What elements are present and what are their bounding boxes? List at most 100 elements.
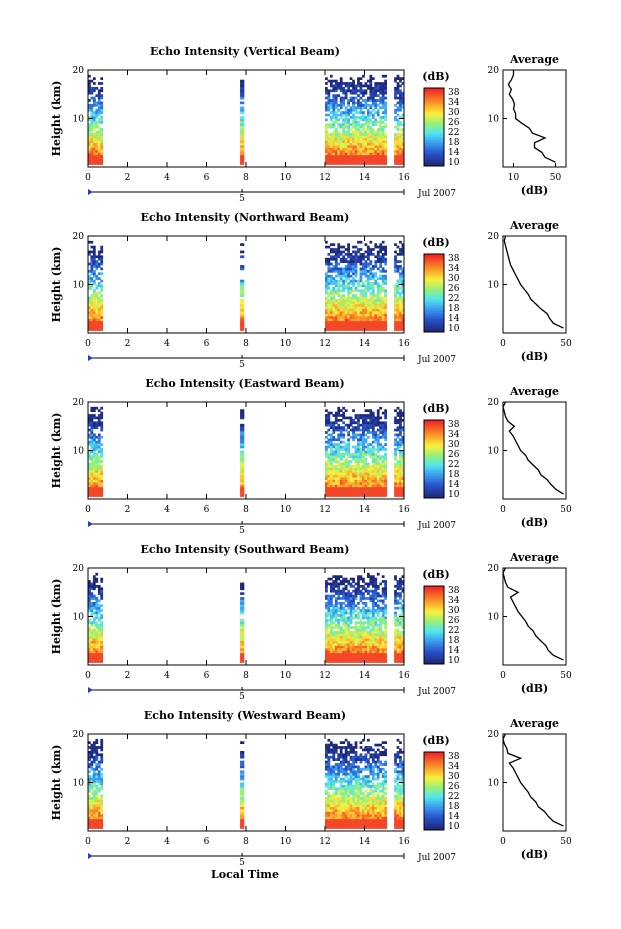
heatmap-cell bbox=[342, 140, 346, 144]
heatmap-cell bbox=[334, 328, 338, 331]
heatmap-cell bbox=[354, 414, 358, 417]
heatmap-cell bbox=[332, 147, 336, 151]
heatmap-cell bbox=[374, 89, 378, 93]
heatmap-cell bbox=[374, 118, 378, 122]
heatmap-cell bbox=[344, 409, 348, 412]
colorbar-step bbox=[424, 91, 444, 95]
heatmap-cell bbox=[332, 113, 336, 117]
heatmap-cell bbox=[349, 479, 353, 483]
heatmap-cell bbox=[399, 162, 402, 165]
heatmap-cell bbox=[88, 816, 91, 820]
heatmap-cell bbox=[344, 296, 348, 300]
heatmap-cell bbox=[401, 113, 405, 117]
heatmap-cell bbox=[88, 638, 91, 642]
heatmap-cell bbox=[384, 587, 388, 591]
heatmap-cell bbox=[381, 152, 385, 156]
heatmap-cell bbox=[357, 282, 360, 285]
heatmap-cell bbox=[90, 801, 94, 805]
heatmap-cell bbox=[359, 103, 363, 107]
heatmap-cell bbox=[92, 486, 96, 490]
heatmap-cell bbox=[327, 772, 331, 776]
heatmap-cell bbox=[352, 250, 355, 254]
heatmap-cell bbox=[240, 142, 245, 146]
heatmap-cell bbox=[88, 86, 91, 90]
heatmap-cell bbox=[384, 154, 388, 158]
heatmap-cell bbox=[329, 621, 333, 625]
heatmap-cell bbox=[374, 130, 378, 134]
colorbar-tick-label: 38 bbox=[448, 88, 460, 98]
heatmap-cell bbox=[90, 816, 94, 820]
heatmap-cell bbox=[327, 108, 331, 112]
heatmap-cell bbox=[334, 614, 338, 617]
heatmap-cell bbox=[327, 460, 331, 463]
heatmap-cell bbox=[334, 274, 338, 278]
heatmap-cell bbox=[327, 99, 331, 102]
heatmap-cell bbox=[364, 325, 368, 329]
heatmap-cell bbox=[95, 792, 99, 795]
heatmap-cell bbox=[97, 811, 101, 815]
heatmap-cell bbox=[359, 575, 363, 578]
heatmap-cell bbox=[90, 650, 94, 654]
heatmap-cell bbox=[366, 631, 370, 634]
heatmap-cell bbox=[332, 755, 336, 759]
heatmap-cell bbox=[95, 804, 99, 808]
heatmap-cell bbox=[92, 325, 96, 329]
heatmap-cell bbox=[95, 467, 99, 471]
heatmap-cell bbox=[352, 452, 355, 456]
heatmap-cell bbox=[369, 301, 373, 305]
heatmap-cell bbox=[384, 245, 388, 249]
heatmap-cell bbox=[347, 494, 350, 497]
heatmap-cell bbox=[362, 635, 365, 639]
heatmap-cell bbox=[352, 96, 355, 100]
heatmap-cell bbox=[92, 616, 96, 620]
heatmap-cell bbox=[327, 494, 331, 497]
heatmap-cell bbox=[97, 631, 101, 634]
heatmap-cell bbox=[381, 445, 385, 449]
heatmap-cell bbox=[100, 89, 104, 93]
heatmap-cell bbox=[349, 318, 353, 322]
heatmap-cell bbox=[327, 445, 331, 449]
heatmap-cell bbox=[394, 96, 397, 100]
heatmap-cell bbox=[344, 150, 348, 153]
heatmap-cell bbox=[88, 133, 91, 136]
heatmap-cell bbox=[394, 154, 397, 158]
heatmap-cell bbox=[362, 469, 365, 473]
heatmap-cell bbox=[399, 657, 402, 661]
colorbar-tick-label: 30 bbox=[448, 606, 460, 616]
heatmap-cell bbox=[376, 631, 380, 634]
heatmap-cell bbox=[352, 99, 355, 102]
heatmap-cell bbox=[90, 450, 94, 454]
heatmap-cell bbox=[90, 267, 94, 271]
heatmap-cell bbox=[374, 472, 378, 476]
heatmap-cell bbox=[347, 311, 350, 314]
heatmap-cell bbox=[88, 582, 91, 586]
heatmap-cell bbox=[100, 787, 104, 791]
heatmap-cell bbox=[327, 89, 331, 93]
heatmap-cell bbox=[399, 486, 402, 490]
heatmap-cell bbox=[97, 462, 101, 466]
heatmap-cell bbox=[92, 301, 96, 305]
heatmap-cell bbox=[90, 96, 94, 100]
heatmap-cell bbox=[325, 801, 328, 805]
heatmap-cell bbox=[376, 489, 380, 493]
heatmap-cell bbox=[399, 489, 402, 493]
heatmap-cell bbox=[100, 650, 104, 654]
heatmap-cell bbox=[332, 784, 336, 788]
heatmap-cell bbox=[357, 445, 360, 449]
heatmap-cell bbox=[374, 99, 378, 102]
heatmap-cell bbox=[369, 74, 373, 78]
heatmap-cell bbox=[362, 580, 365, 583]
heatmap-cell bbox=[374, 135, 378, 139]
heatmap-cell bbox=[352, 599, 355, 603]
heatmap-cell bbox=[359, 142, 363, 146]
heatmap-cell bbox=[339, 650, 343, 654]
heatmap-cell bbox=[384, 103, 388, 107]
heatmap-cell bbox=[95, 746, 99, 749]
heatmap-cell bbox=[337, 103, 341, 107]
heatmap-cell bbox=[379, 140, 383, 144]
heatmap-cell bbox=[97, 106, 101, 110]
heatmap-cell bbox=[329, 486, 333, 490]
heatmap-cell bbox=[394, 484, 397, 488]
heatmap-cell bbox=[394, 601, 397, 605]
heatmap-cell bbox=[97, 482, 101, 485]
